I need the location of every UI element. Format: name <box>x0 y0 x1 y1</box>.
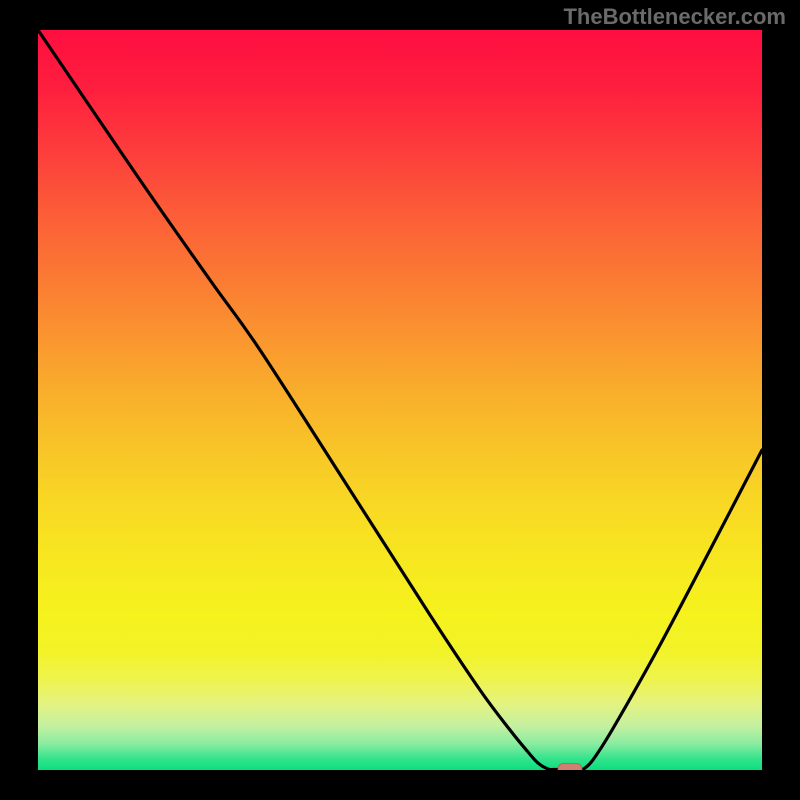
chart-container: TheBottlenecker.com <box>0 0 800 800</box>
watermark-text: TheBottlenecker.com <box>563 4 786 30</box>
bottleneck-chart <box>0 0 800 800</box>
